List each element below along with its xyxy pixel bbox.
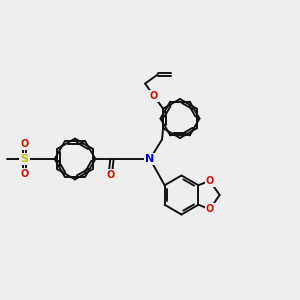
Text: N: N — [146, 154, 154, 164]
Text: O: O — [206, 204, 214, 214]
Text: O: O — [150, 91, 158, 101]
Text: O: O — [20, 139, 29, 149]
Text: S: S — [21, 154, 28, 164]
Text: O: O — [206, 176, 214, 186]
Text: O: O — [106, 169, 115, 180]
Text: O: O — [20, 169, 29, 179]
